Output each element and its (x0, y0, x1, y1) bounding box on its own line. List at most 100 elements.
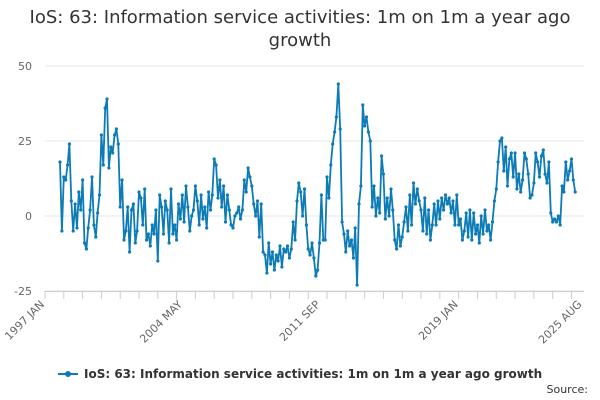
data-point-65[interactable] (180, 193, 184, 197)
data-point-222[interactable] (475, 223, 480, 227)
data-point-111[interactable] (267, 241, 271, 245)
data-point-20[interactable] (96, 211, 100, 215)
data-point-199[interactable] (432, 202, 436, 206)
data-point-187[interactable] (410, 223, 414, 227)
data-point-258[interactable] (543, 172, 547, 176)
legend[interactable]: IoS: 63: Information service activities:… (58, 367, 542, 381)
data-point-63[interactable] (176, 202, 181, 206)
data-point-132[interactable] (306, 247, 310, 251)
data-point-144[interactable] (329, 163, 333, 167)
data-point-165[interactable] (368, 139, 372, 143)
data-point-198[interactable] (430, 223, 434, 227)
data-point-239[interactable] (507, 157, 511, 161)
data-point-75[interactable] (199, 193, 203, 197)
data-point-169[interactable] (376, 196, 380, 200)
data-point-172[interactable] (381, 172, 385, 176)
data-point-163[interactable] (364, 115, 369, 119)
data-point-218[interactable] (468, 208, 472, 212)
data-point-16[interactable] (88, 208, 92, 212)
data-point-156[interactable] (351, 256, 355, 260)
data-point-54[interactable] (160, 205, 164, 209)
data-point-250[interactable] (528, 196, 532, 200)
data-point-142[interactable] (325, 175, 329, 179)
data-point-264[interactable] (554, 220, 559, 224)
data-point-207[interactable] (447, 196, 451, 200)
data-point-227[interactable] (485, 229, 489, 233)
data-point-243[interactable] (515, 187, 519, 191)
data-point-46[interactable] (144, 238, 149, 242)
data-point-194[interactable] (423, 196, 427, 200)
data-point-57[interactable] (165, 208, 169, 212)
data-point-62[interactable] (175, 238, 179, 242)
data-point-139[interactable] (319, 193, 323, 197)
data-point-134[interactable] (310, 241, 314, 245)
data-point-130[interactable] (302, 187, 307, 191)
data-point-74[interactable] (197, 223, 201, 227)
data-point-183[interactable] (402, 220, 406, 224)
data-point-26[interactable] (107, 166, 111, 170)
data-point-261[interactable] (549, 211, 553, 215)
data-point-104[interactable] (254, 214, 258, 218)
data-point-238[interactable] (505, 184, 510, 188)
data-point-42[interactable] (137, 190, 141, 194)
data-point-70[interactable] (190, 214, 194, 218)
data-point-94[interactable] (235, 211, 239, 215)
data-point-6[interactable] (69, 199, 73, 203)
data-point-151[interactable] (342, 232, 346, 236)
data-point-209[interactable] (451, 199, 455, 203)
data-point-68[interactable] (186, 205, 190, 209)
data-point-97[interactable] (240, 208, 244, 212)
data-point-149[interactable] (338, 127, 342, 131)
data-point-181[interactable] (398, 244, 402, 248)
data-point-131[interactable] (304, 223, 308, 227)
data-point-152[interactable] (344, 250, 348, 254)
data-point-189[interactable] (413, 202, 417, 206)
data-point-89[interactable] (225, 193, 229, 197)
data-point-116[interactable] (276, 259, 280, 263)
data-point-147[interactable] (334, 115, 338, 119)
data-point-219[interactable] (470, 238, 474, 242)
data-point-19[interactable] (94, 235, 98, 239)
data-point-160[interactable] (359, 184, 363, 188)
data-point-109[interactable] (263, 253, 267, 257)
data-point-154[interactable] (348, 244, 352, 248)
data-point-251[interactable] (530, 193, 534, 197)
data-point-95[interactable] (237, 205, 241, 209)
data-point-119[interactable] (282, 247, 286, 251)
data-point-153[interactable] (346, 229, 350, 233)
data-point-255[interactable] (537, 175, 542, 179)
data-point-268[interactable] (562, 190, 566, 194)
data-point-229[interactable] (489, 238, 493, 242)
data-point-117[interactable] (278, 244, 282, 248)
data-point-192[interactable] (419, 208, 423, 212)
data-point-47[interactable] (146, 232, 150, 236)
data-point-184[interactable] (404, 205, 408, 209)
data-point-69[interactable] (188, 229, 192, 233)
data-point-267[interactable] (560, 184, 564, 188)
data-point-257[interactable] (541, 148, 545, 152)
data-point-215[interactable] (462, 229, 466, 233)
data-point-221[interactable] (474, 232, 478, 236)
data-point-162[interactable] (363, 124, 367, 128)
data-point-8[interactable] (73, 202, 77, 206)
data-point-210[interactable] (453, 223, 457, 227)
data-point-48[interactable] (148, 244, 152, 248)
data-point-228[interactable] (487, 223, 491, 227)
data-point-213[interactable] (458, 217, 463, 221)
data-point-159[interactable] (357, 202, 361, 206)
data-point-224[interactable] (479, 214, 483, 218)
data-point-146[interactable] (333, 130, 337, 134)
data-point-236[interactable] (502, 169, 506, 173)
data-point-167[interactable] (372, 184, 376, 188)
data-point-182[interactable] (400, 235, 404, 239)
data-point-49[interactable] (150, 223, 154, 227)
data-point-79[interactable] (207, 190, 211, 194)
data-point-204[interactable] (442, 208, 446, 212)
data-point-193[interactable] (421, 229, 425, 233)
data-point-174[interactable] (385, 196, 389, 200)
data-point-269[interactable] (564, 160, 568, 164)
data-point-23[interactable] (101, 163, 105, 167)
data-point-256[interactable] (539, 154, 544, 158)
data-point-33[interactable] (120, 178, 124, 182)
data-point-4[interactable] (66, 163, 70, 167)
